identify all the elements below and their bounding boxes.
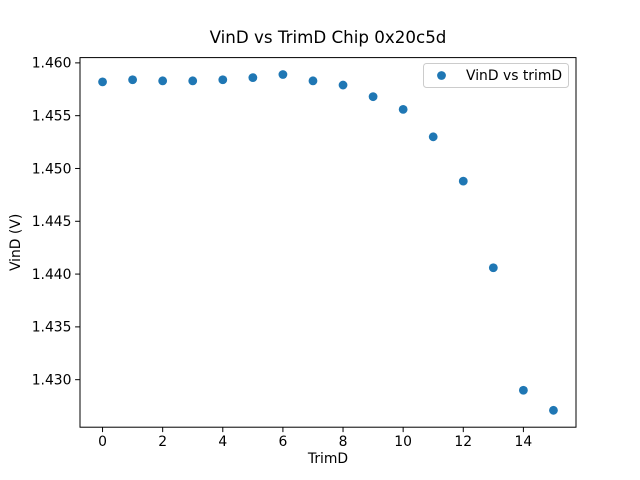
data-point: [278, 70, 288, 79]
plot-border: [79, 57, 577, 428]
chart-title: VinD vs TrimD Chip 0x20c5d: [210, 27, 447, 47]
data-point: [158, 76, 168, 86]
data-point: [188, 76, 198, 86]
y-tick-label: 1.430: [32, 372, 72, 388]
x-tick-label: 8: [339, 434, 348, 450]
legend-box: [423, 63, 569, 88]
y-tick-label: 1.445: [32, 214, 72, 230]
x-tick-label: 14: [515, 434, 533, 450]
data-point: [398, 104, 408, 114]
y-tick-label: 1.455: [32, 108, 72, 124]
legend-label: VinD vs trimD: [466, 68, 562, 84]
data-point: [218, 75, 228, 85]
data-point: [128, 75, 138, 85]
x-tick-label: 6: [278, 434, 287, 450]
data-point: [518, 385, 528, 395]
x-tick-label: 2: [158, 434, 167, 450]
plot-background: [80, 57, 576, 428]
data-point: [458, 176, 468, 186]
legend-marker-icon: [437, 71, 446, 80]
y-tick-label: 1.440: [32, 267, 72, 283]
y-tick-label: 1.460: [32, 56, 72, 72]
data-point: [308, 76, 318, 86]
x-tick-label: 4: [218, 434, 227, 450]
data-point: [549, 405, 558, 415]
x-tick-label: 10: [394, 434, 412, 450]
data-point: [428, 132, 438, 142]
y-tick-label: 1.435: [32, 320, 72, 336]
data-point: [338, 80, 348, 90]
data-point: [488, 263, 498, 273]
data-point: [248, 73, 258, 83]
legend: VinD vs trimD: [423, 63, 569, 88]
x-tick-label: 0: [98, 434, 107, 450]
x-tick-label: 12: [454, 434, 472, 450]
x-axis-label: TrimD: [307, 451, 348, 467]
data-point: [98, 77, 107, 87]
y-tick-label: 1.450: [32, 161, 72, 177]
y-axis-label: VinD (V): [8, 214, 24, 271]
data-point: [368, 92, 378, 102]
plot-area: 0 2 4 6 8 10 12 14 1.430 1.435 1.440 1.445 1.450 1.45…: [32, 56, 577, 450]
